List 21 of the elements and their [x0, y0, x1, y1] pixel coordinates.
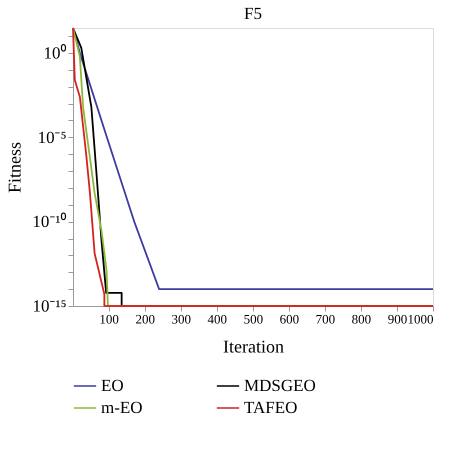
x-tick-label: 900 — [388, 312, 408, 326]
legend-label: MDSGEO — [244, 376, 316, 395]
y-tick-label: 10⁻¹⁵ — [32, 296, 67, 316]
x-axis-title: Iteration — [223, 336, 284, 356]
x-tick-label: 100 — [99, 312, 119, 326]
chart-title: F5 — [244, 4, 262, 24]
x-tick-label: 700 — [316, 312, 336, 326]
legend-label: EO — [101, 376, 124, 395]
x-tick-label: 800 — [352, 312, 372, 326]
y-tick-label: 10⁰ — [44, 43, 66, 62]
x-tick-label: 200 — [135, 312, 155, 326]
x-tick-label: 300 — [172, 312, 191, 326]
x-tick-label: 400 — [208, 312, 228, 326]
legend-label: m-EO — [101, 398, 143, 417]
x-tick-label: 1000 — [408, 312, 434, 326]
y-axis-title: Fitness — [4, 142, 24, 194]
y-tick-label: 10⁻⁵ — [38, 128, 67, 147]
y-tick-label: 10⁻¹⁰ — [32, 212, 66, 232]
legend-label: TAFEO — [244, 398, 298, 417]
x-tick-label: 600 — [280, 312, 300, 326]
x-tick-label: 500 — [244, 312, 264, 326]
